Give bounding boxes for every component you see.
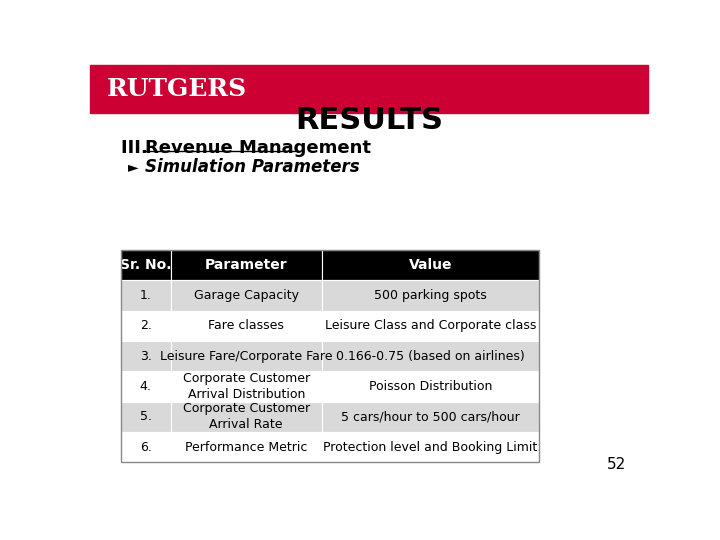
Text: III.: III. [121,139,160,157]
Text: 500 parking spots: 500 parking spots [374,289,487,302]
Text: 52: 52 [606,457,626,472]
Text: ►: ► [128,160,138,174]
Bar [171,371,322,402]
Bar [121,250,539,462]
Bar [121,371,171,402]
Text: Corporate Customer
Arrival Distribution: Corporate Customer Arrival Distribution [183,372,310,401]
Text: Revenue Management: Revenue Management [145,139,371,157]
Bar [322,310,539,341]
Bar [171,310,322,341]
Bar [171,341,322,371]
Text: RUTGERS: RUTGERS [107,77,247,100]
Bar [121,341,171,371]
Text: 3.: 3. [140,349,152,362]
Text: Sr. No.: Sr. No. [120,258,171,272]
Bar [121,402,171,432]
Bar [171,432,322,462]
Text: 1.: 1. [140,289,152,302]
Text: Leisure Class and Corporate class: Leisure Class and Corporate class [325,319,536,332]
Text: 5.: 5. [140,410,152,423]
Text: 2.: 2. [140,319,152,332]
Text: 6.: 6. [140,441,152,454]
Text: Protection level and Booking Limit: Protection level and Booking Limit [323,441,538,454]
Text: Leisure Fare/Corporate Fare: Leisure Fare/Corporate Fare [160,349,333,362]
Text: Simulation Parameters: Simulation Parameters [145,158,359,176]
Text: Garage Capacity: Garage Capacity [194,289,299,302]
Bar [121,432,171,462]
Bar [121,250,171,280]
Bar [121,310,171,341]
Bar [90,65,648,113]
Bar [322,432,539,462]
Text: Value: Value [409,258,452,272]
Bar [171,280,322,310]
Bar [121,280,171,310]
Bar [322,402,539,432]
Bar [322,250,539,280]
Text: 4.: 4. [140,380,152,393]
Text: Poisson Distribution: Poisson Distribution [369,380,492,393]
Text: Corporate Customer
Arrival Rate: Corporate Customer Arrival Rate [183,402,310,431]
Bar [322,341,539,371]
Text: Parameter: Parameter [205,258,287,272]
Bar [171,250,322,280]
Text: Fare classes: Fare classes [208,319,284,332]
Bar [322,280,539,310]
Text: 0.166-0.75 (based on airlines): 0.166-0.75 (based on airlines) [336,349,525,362]
Bar [171,402,322,432]
Bar [322,371,539,402]
Text: RESULTS: RESULTS [295,106,443,136]
Text: Performance Metric: Performance Metric [185,441,307,454]
Text: 5 cars/hour to 500 cars/hour: 5 cars/hour to 500 cars/hour [341,410,520,423]
